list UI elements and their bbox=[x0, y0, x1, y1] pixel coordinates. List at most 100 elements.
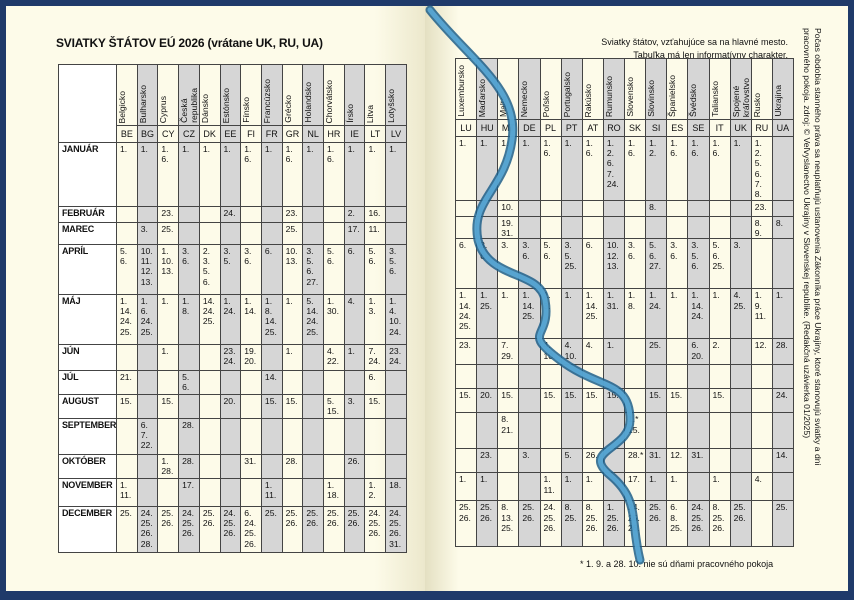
holiday-cell bbox=[178, 206, 200, 223]
holiday-cell: 1. bbox=[454, 136, 478, 201]
holiday-cell: 1. 28. bbox=[157, 454, 180, 479]
holiday-cell bbox=[281, 478, 304, 507]
holiday-cell: 1. 2. 5. 6. 7. 8. bbox=[750, 136, 773, 201]
holiday-cell: 25. bbox=[645, 338, 668, 366]
holiday-cell bbox=[281, 418, 304, 455]
country-name-cell: Litva bbox=[364, 64, 387, 126]
holiday-cell bbox=[602, 364, 626, 390]
country-name-cell: Malta bbox=[497, 58, 520, 120]
holiday-cell bbox=[518, 412, 541, 450]
holiday-cell: 1. bbox=[560, 136, 583, 201]
holiday-cell: 6. bbox=[343, 244, 366, 295]
holiday-cell: 5. 6. 27. bbox=[645, 238, 668, 290]
holiday-cell: 1. bbox=[281, 294, 304, 345]
holiday-cell bbox=[602, 215, 626, 240]
country-name: Grécko bbox=[282, 95, 293, 123]
holiday-cell: 24. 25. 26. bbox=[178, 506, 200, 553]
country-name: Portugalsko bbox=[561, 71, 572, 117]
country-name: Lotyšsko bbox=[386, 89, 397, 123]
table-row: 25. 26. 25. 26. 8. 13. 25. 25. 26. 24. 25. 2… bbox=[454, 500, 795, 548]
country-code: SI bbox=[645, 119, 668, 137]
holiday-cell: 20. bbox=[219, 394, 242, 419]
country-name: Belgicko bbox=[117, 90, 127, 123]
holiday-cell: 1. 6. bbox=[281, 142, 304, 207]
holiday-cell bbox=[454, 215, 478, 240]
holiday-cell bbox=[240, 394, 262, 419]
holiday-cell: 6. bbox=[364, 370, 387, 395]
country-name: Luxembursko bbox=[456, 65, 466, 117]
holiday-cell: 28. bbox=[178, 418, 200, 455]
holiday-cell: 7. 29. bbox=[497, 338, 520, 366]
country-name-cell: Lotyšsko bbox=[385, 64, 407, 126]
table-row: 1. 1. 1. 11. 1. 1. 17. 1. 1. 1. 4. bbox=[454, 472, 795, 502]
holiday-cell: 1. bbox=[560, 288, 583, 340]
holiday-cell: 5. 6. 25. bbox=[708, 238, 731, 290]
holiday-cell: 28. bbox=[281, 454, 304, 479]
page-title: SVIATKY ŠTÁTOV EÚ 2026 (vrátane UK, RU, … bbox=[56, 36, 323, 50]
holiday-cell: 19. 31. bbox=[497, 215, 520, 240]
month-label: AUGUST bbox=[58, 394, 117, 419]
holiday-cell: 15. bbox=[157, 394, 180, 419]
holiday-cell: 1. bbox=[157, 294, 180, 345]
holiday-cell: 3. 6. bbox=[623, 238, 647, 290]
country-name: Fínsko bbox=[241, 97, 252, 123]
holiday-cell: 24. 25. 26. 28. bbox=[136, 506, 159, 553]
holiday-cell bbox=[323, 206, 345, 223]
holiday-cell: 8. bbox=[645, 200, 668, 217]
holiday-cell: 2. 3. 5. 6. bbox=[198, 244, 221, 295]
holiday-cell bbox=[476, 338, 499, 366]
holiday-cell: 24. 25. 26. bbox=[623, 500, 647, 548]
month-label: MAREC bbox=[58, 222, 117, 245]
holiday-cell bbox=[302, 370, 325, 395]
holiday-cell bbox=[539, 200, 562, 217]
month-label: SEPTEMBER bbox=[58, 418, 117, 455]
holiday-cell: 1. 24. bbox=[645, 288, 668, 340]
holiday-cell: 1. bbox=[497, 288, 520, 340]
holiday-cell: 1. bbox=[708, 472, 731, 502]
holiday-cell: 16. bbox=[364, 206, 387, 223]
holiday-cell bbox=[750, 238, 773, 290]
holiday-cell: 2. bbox=[708, 338, 731, 366]
month-label: JÚN bbox=[58, 344, 117, 371]
holiday-cell bbox=[708, 364, 731, 390]
holiday-cell: 4. bbox=[343, 294, 366, 345]
holiday-cell: 1. 6. bbox=[666, 136, 689, 201]
country-name-cell: Taliansko bbox=[708, 58, 731, 120]
country-code: CZ bbox=[178, 125, 200, 143]
holiday-cell: 28.* bbox=[623, 448, 647, 474]
holiday-cell: 1. 14. 24. bbox=[687, 288, 710, 340]
holiday-cell bbox=[666, 200, 689, 217]
table-row: 10. 8. 23. bbox=[454, 200, 795, 217]
country-name: Spojené kráľovstvo bbox=[730, 77, 751, 117]
table-row: 23. 7. 29. 4. 10. 4. 10. 4. 1. 25. 6. 20. 2. 12. 2… bbox=[454, 338, 795, 366]
country-name: Rusko bbox=[751, 92, 762, 117]
holiday-cell bbox=[302, 418, 325, 455]
holiday-cell bbox=[750, 364, 773, 390]
table-row: 23. 3. 5. 26. 28.* 31. 12. 31. 14. bbox=[454, 448, 795, 474]
holiday-cell: 3. 6. bbox=[518, 238, 541, 290]
holiday-cell: 3. bbox=[518, 448, 541, 474]
table-row: JÚN 1. 23. 24. 19. 20. 1. 4. 22. 1. 7. 24. 23. 2… bbox=[58, 344, 407, 371]
holiday-cell: 1. 25. 26. bbox=[602, 500, 626, 548]
holiday-cell: 1. bbox=[364, 142, 387, 207]
holiday-cell: 8. 9. bbox=[750, 215, 773, 240]
month-label: APRÍL bbox=[58, 244, 117, 295]
holiday-cell: 31. bbox=[687, 448, 710, 474]
holiday-cell bbox=[198, 344, 221, 371]
holiday-cell: 1. bbox=[518, 136, 541, 201]
holiday-cell bbox=[729, 448, 752, 474]
holiday-cell bbox=[687, 388, 710, 414]
country-name-cell: Bulharsko bbox=[136, 64, 159, 126]
holiday-cell bbox=[539, 364, 562, 390]
country-code: GR bbox=[281, 125, 304, 143]
country-code: IT bbox=[708, 119, 731, 137]
note: Sviatky štátov, vzťahujúce sa na hlavné … bbox=[601, 36, 788, 62]
holiday-cell: 15. bbox=[581, 388, 604, 414]
holiday-cell: 1. bbox=[708, 288, 731, 340]
table-row: 8. 21. 1.* 15. bbox=[454, 412, 795, 450]
holiday-cell: 8. 13. 25. bbox=[497, 500, 520, 548]
holiday-cell: 8. 25. bbox=[560, 500, 583, 548]
holiday-cell: 15. bbox=[281, 394, 304, 419]
country-name-cell: Slovensko bbox=[623, 58, 647, 120]
holiday-cell bbox=[687, 472, 710, 502]
